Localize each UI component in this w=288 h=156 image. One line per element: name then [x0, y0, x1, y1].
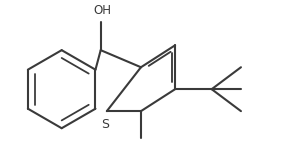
Text: S: S [102, 118, 109, 131]
Text: OH: OH [93, 4, 111, 17]
